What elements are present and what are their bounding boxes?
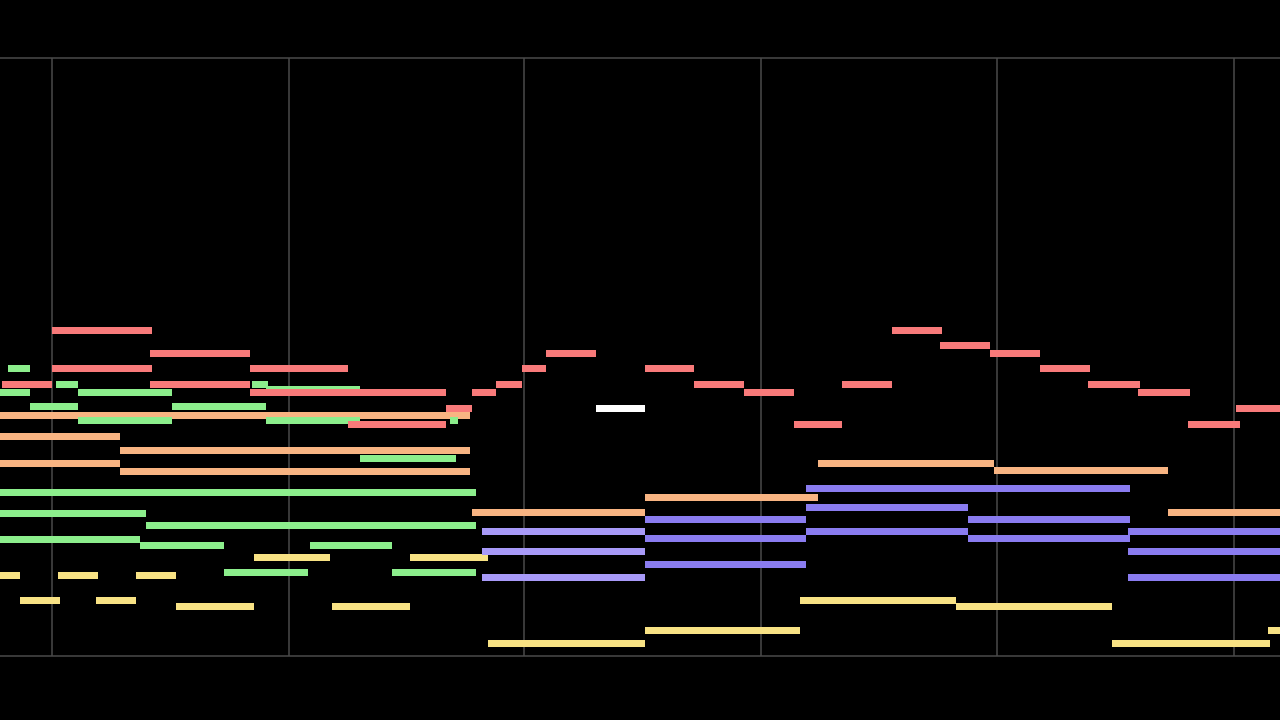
note	[1112, 640, 1270, 647]
note	[1268, 627, 1280, 634]
note	[150, 381, 250, 388]
note	[176, 603, 254, 610]
note	[250, 389, 446, 396]
note	[392, 569, 476, 576]
note	[1128, 574, 1280, 581]
note	[645, 627, 800, 634]
note	[1138, 389, 1190, 396]
note	[645, 561, 806, 568]
note	[806, 528, 968, 535]
note	[472, 509, 645, 516]
note	[694, 381, 744, 388]
track-lilac	[482, 528, 645, 581]
note	[254, 554, 330, 561]
track-green	[0, 365, 476, 576]
note	[360, 455, 456, 462]
note	[450, 417, 458, 424]
note	[744, 389, 794, 396]
note	[482, 574, 645, 581]
note	[332, 603, 410, 610]
note	[645, 516, 806, 523]
note	[2, 381, 52, 388]
note	[482, 528, 645, 535]
note	[0, 572, 20, 579]
note	[410, 554, 488, 561]
note	[1128, 548, 1280, 555]
note	[482, 548, 645, 555]
note	[172, 403, 266, 410]
note	[146, 522, 476, 529]
note	[806, 504, 968, 511]
note	[1168, 509, 1280, 516]
note	[546, 350, 596, 357]
track-orange	[0, 412, 1280, 516]
note	[52, 365, 152, 372]
note	[250, 365, 348, 372]
note	[0, 536, 140, 543]
note	[968, 535, 1130, 542]
note	[78, 417, 172, 424]
note	[150, 350, 250, 357]
note	[1236, 405, 1280, 412]
note	[496, 381, 522, 388]
note	[0, 489, 476, 496]
note	[120, 468, 470, 475]
track-purple	[645, 485, 1280, 581]
note	[818, 460, 994, 467]
note	[52, 327, 152, 334]
note	[266, 417, 360, 424]
note	[96, 597, 136, 604]
note	[120, 447, 470, 454]
note	[20, 597, 60, 604]
track-red	[2, 327, 1280, 428]
note	[994, 467, 1168, 474]
note	[140, 542, 224, 549]
note	[472, 389, 496, 396]
note	[136, 572, 176, 579]
note	[30, 403, 78, 410]
note	[990, 350, 1040, 357]
note	[0, 433, 120, 440]
note	[0, 389, 30, 396]
note	[645, 535, 806, 542]
note	[1128, 528, 1280, 535]
note	[8, 365, 30, 372]
note	[78, 389, 172, 396]
note	[0, 510, 146, 517]
active-note	[596, 405, 645, 412]
note	[0, 460, 120, 467]
note	[252, 381, 268, 388]
note	[892, 327, 942, 334]
note	[446, 405, 472, 412]
note	[56, 381, 78, 388]
track-yellow	[0, 554, 1280, 647]
note	[794, 421, 842, 428]
note	[645, 365, 694, 372]
note	[1040, 365, 1090, 372]
note	[0, 412, 470, 419]
note	[58, 572, 98, 579]
note	[348, 421, 446, 428]
grid	[0, 57, 1280, 657]
note	[956, 603, 1112, 610]
note	[968, 516, 1130, 523]
note	[842, 381, 892, 388]
note	[310, 542, 392, 549]
note	[488, 640, 645, 647]
note	[522, 365, 546, 372]
note	[1088, 381, 1140, 388]
note	[940, 342, 990, 349]
note	[806, 485, 1130, 492]
note	[224, 569, 308, 576]
note	[1188, 421, 1240, 428]
note	[645, 494, 818, 501]
note	[800, 597, 956, 604]
